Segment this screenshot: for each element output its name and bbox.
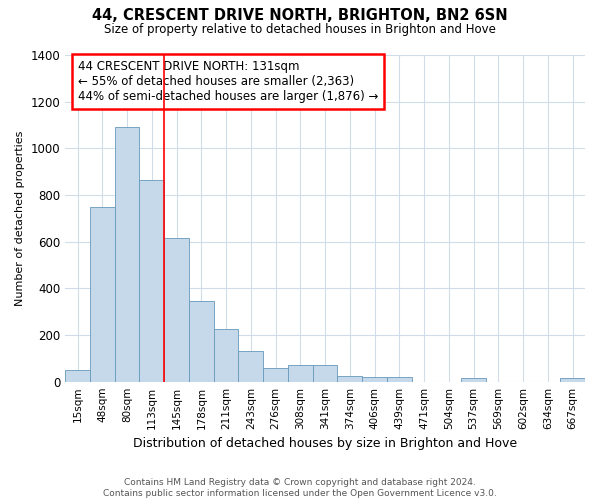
Bar bbox=[263, 368, 288, 382]
Bar bbox=[461, 378, 486, 382]
Bar bbox=[189, 301, 214, 382]
Text: Size of property relative to detached houses in Brighton and Hove: Size of property relative to detached ho… bbox=[104, 22, 496, 36]
Y-axis label: Number of detached properties: Number of detached properties bbox=[15, 130, 25, 306]
X-axis label: Distribution of detached houses by size in Brighton and Hove: Distribution of detached houses by size … bbox=[133, 437, 517, 450]
Bar bbox=[560, 378, 585, 382]
Text: Contains HM Land Registry data © Crown copyright and database right 2024.
Contai: Contains HM Land Registry data © Crown c… bbox=[103, 478, 497, 498]
Bar bbox=[139, 180, 164, 382]
Text: 44, CRESCENT DRIVE NORTH, BRIGHTON, BN2 6SN: 44, CRESCENT DRIVE NORTH, BRIGHTON, BN2 … bbox=[92, 8, 508, 22]
Bar bbox=[238, 352, 263, 382]
Bar bbox=[164, 238, 189, 382]
Bar bbox=[387, 377, 412, 382]
Bar bbox=[214, 329, 238, 382]
Text: 44 CRESCENT DRIVE NORTH: 131sqm
← 55% of detached houses are smaller (2,363)
44%: 44 CRESCENT DRIVE NORTH: 131sqm ← 55% of… bbox=[78, 60, 379, 103]
Bar bbox=[362, 377, 387, 382]
Bar bbox=[288, 366, 313, 382]
Bar bbox=[90, 206, 115, 382]
Bar bbox=[313, 366, 337, 382]
Bar bbox=[115, 128, 139, 382]
Bar bbox=[337, 376, 362, 382]
Bar bbox=[65, 370, 90, 382]
